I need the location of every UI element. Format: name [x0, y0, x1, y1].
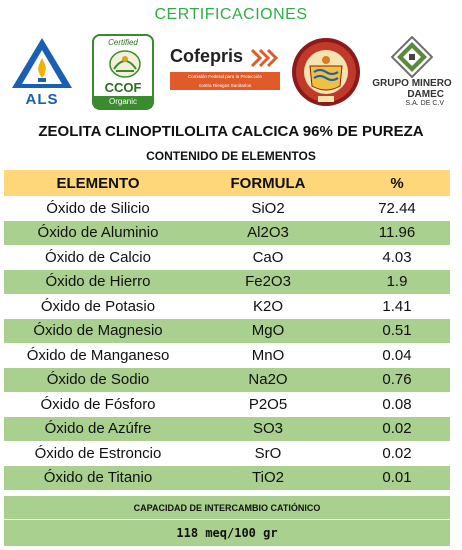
- table-row: Óxido de Titanio TiO2 0.01: [4, 465, 450, 490]
- als-triangle-icon: [12, 38, 72, 88]
- als-logo: ALS: [10, 36, 74, 108]
- table-row: Óxido de Hierro Fe2O3 1.9: [4, 269, 450, 294]
- cofepris-logo: Cofepris Comisión Federal para la Protec…: [170, 46, 280, 96]
- cofepris-subtitle: Comisión Federal para la Protección cont…: [170, 72, 280, 90]
- element-formula: MnO: [251, 346, 285, 364]
- element-name: Óxido de Calcio: [45, 248, 151, 266]
- element-name: Óxido de Fósforo: [40, 395, 156, 413]
- element-percent: 0.02: [382, 420, 412, 438]
- table-header: ELEMENTO FORMULA %: [4, 170, 450, 196]
- cofepris-subtitle-line-2: contra Riesgos Sanitarios: [198, 83, 252, 88]
- element-formula: MgO: [251, 322, 285, 340]
- element-name: Óxido de Sodio: [46, 371, 150, 389]
- grupo-minero-damec: DAMEC: [407, 89, 444, 100]
- cation-exchange-label: CAPACIDAD DE INTERCAMBIO CATIÓNICO: [4, 496, 450, 520]
- certifications-title: CERTIFICACIONES: [154, 6, 308, 23]
- element-percent: 0.01: [382, 469, 412, 487]
- cation-exchange-box: CAPACIDAD DE INTERCAMBIO CATIÓNICO 118 m…: [4, 496, 450, 546]
- element-name: Óxido de Hierro: [45, 273, 151, 291]
- ccof-organic-text: Organic: [94, 96, 152, 108]
- element-formula: Al2O3: [247, 224, 289, 242]
- element-percent: 1.41: [382, 297, 412, 315]
- grupo-minero-name: GRUPO MINERO: [372, 78, 452, 89]
- header-element: ELEMENTO: [56, 174, 140, 192]
- element-percent: 0.04: [382, 346, 412, 364]
- header-percent: %: [390, 174, 404, 192]
- element-percent: 1.9: [386, 273, 408, 291]
- element-formula: CaO: [252, 248, 284, 266]
- table-row: Óxido de Silicio SiO2 72.44: [4, 196, 450, 221]
- element-formula: SO3: [252, 420, 283, 438]
- cofepris-arrows-icon: [250, 48, 278, 68]
- element-percent: 11.96: [378, 224, 416, 242]
- section-title: CONTENIDO DE ELEMENTOS: [146, 149, 316, 163]
- header-formula: FORMULA: [230, 174, 306, 192]
- element-name: Óxido de Magnesio: [33, 322, 163, 340]
- element-percent: 0.02: [382, 444, 412, 462]
- element-name: Óxido de Azúfre: [44, 420, 152, 438]
- university-seal-icon: [292, 38, 360, 106]
- table-row: Óxido de Aluminio Al2O3 11.96: [4, 220, 450, 245]
- ccof-logo: Certified CCOF Organic: [92, 34, 154, 110]
- element-formula: SiO2: [251, 199, 285, 217]
- element-formula: Fe2O3: [245, 273, 291, 291]
- element-name: Óxido de Titanio: [43, 469, 153, 487]
- ccof-certified-text: Certified: [108, 38, 138, 47]
- element-name: Óxido de Potasio: [40, 297, 156, 315]
- element-formula: P2O5: [248, 395, 288, 413]
- certification-logos: ALS Certified CCOF Organic Cofepris Comi…: [0, 32, 462, 112]
- element-percent: 72.44: [378, 199, 416, 217]
- table-row: Óxido de Calcio CaO 4.03: [4, 245, 450, 270]
- grupo-minero-diamond-icon: [391, 36, 433, 78]
- element-percent: 0.51: [382, 322, 412, 340]
- element-name: Óxido de Estroncio: [34, 444, 162, 462]
- table-row: Óxido de Manganeso MnO 0.04: [4, 343, 450, 368]
- ccof-name: CCOF: [104, 80, 142, 95]
- grupo-minero-logo: GRUPO MINERO DAMEC S.A. DE C.V: [366, 36, 458, 110]
- element-formula: TiO2: [252, 469, 284, 487]
- element-percent: 0.08: [382, 395, 412, 413]
- ccof-leaf-icon: [109, 50, 141, 78]
- cofepris-name: Cofepris: [170, 46, 244, 66]
- cation-exchange-value: 118 meq/100 gr: [176, 526, 278, 540]
- table-row: Óxido de Estroncio SrO 0.02: [4, 441, 450, 466]
- table-row: Óxido de Fósforo P2O5 0.08: [4, 392, 450, 417]
- element-name: Óxido de Silicio: [46, 199, 150, 217]
- product-title: ZEOLITA CLINOPTILOLITA CALCICA 96% DE PU…: [38, 123, 424, 140]
- als-label: ALS: [25, 91, 59, 108]
- element-formula: Na2O: [248, 371, 288, 389]
- element-percent: 0.76: [382, 371, 412, 389]
- element-formula: K2O: [252, 297, 283, 315]
- table-row: Óxido de Sodio Na2O 0.76: [4, 367, 450, 392]
- grupo-minero-sa: S.A. DE C.V: [405, 100, 444, 107]
- table-row: Óxido de Potasio K2O 1.41: [4, 294, 450, 319]
- element-formula: SrO: [254, 444, 282, 462]
- element-name: Óxido de Manganeso: [26, 346, 170, 364]
- elements-table: ELEMENTO FORMULA % Óxido de Silicio SiO2 7…: [4, 170, 450, 490]
- cofepris-subtitle-line-1: Comisión Federal para la Protección: [187, 74, 263, 79]
- table-row: Óxido de Azúfre SO3 0.02: [4, 416, 450, 441]
- table-row: Óxido de Magnesio MgO 0.51: [4, 318, 450, 343]
- university-seal-logo: [290, 36, 362, 108]
- element-name: Óxido de Aluminio: [37, 224, 159, 242]
- element-percent: 4.03: [382, 248, 412, 266]
